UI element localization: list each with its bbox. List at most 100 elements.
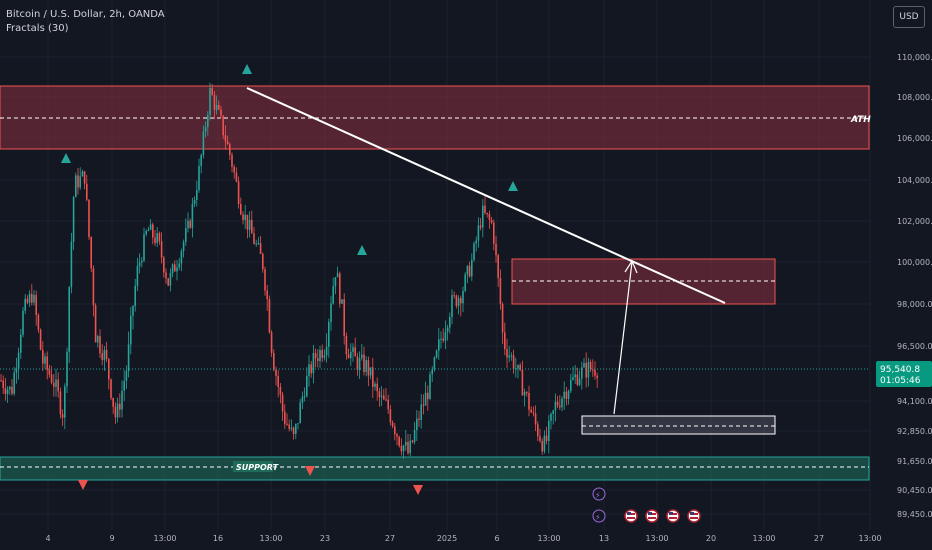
candle-body: [532, 412, 535, 414]
us-flag-icon[interactable]: [687, 509, 701, 523]
candle-body: [567, 391, 570, 399]
candle-body: [394, 426, 396, 435]
currency-button[interactable]: USD: [893, 6, 925, 28]
candle-body: [59, 391, 62, 415]
candle-body: [508, 355, 510, 358]
candle-body: [160, 241, 163, 258]
candle-body: [24, 298, 26, 311]
candle-body: [123, 380, 125, 391]
time-tick-label: 13:00: [752, 534, 775, 543]
candle-body: [565, 391, 568, 399]
current-price-badge[interactable]: [876, 361, 932, 387]
candle-body: [581, 367, 583, 379]
candle-body: [259, 243, 262, 254]
candle-body: [233, 166, 235, 173]
indicator-title[interactable]: Fractals (30): [6, 23, 69, 34]
support-label-bg: [233, 461, 273, 472]
candle-body: [97, 336, 99, 343]
candle-body: [486, 212, 488, 215]
candle-body: [295, 424, 297, 434]
candle-body: [501, 303, 504, 333]
candle-body: [264, 269, 266, 291]
fractal-down-marker: [413, 485, 423, 495]
flash-event-icon[interactable]: [592, 487, 606, 501]
candle-body: [37, 315, 40, 330]
candle-body: [484, 205, 486, 213]
candle-body: [424, 392, 427, 406]
price-scale[interactable]: 110,000.0 108,000.0 106,000.0 104,000.0 102,…: [897, 53, 932, 519]
candle-body: [94, 305, 97, 343]
candle-body: [83, 171, 86, 184]
candle-body: [246, 214, 249, 230]
candle-body: [387, 399, 389, 410]
candle-body: [163, 257, 165, 273]
projection-arrow[interactable]: [613, 261, 633, 415]
candle-body: [451, 295, 453, 317]
current-price-value: 95,540.8: [880, 365, 920, 375]
candle-body: [268, 299, 271, 333]
candle-body: [453, 295, 455, 297]
price-tick-label: 102,000.0: [897, 217, 932, 226]
candle-body: [213, 94, 216, 110]
candle-body: [400, 445, 403, 452]
candle-body: [200, 154, 202, 167]
candle-body: [103, 349, 106, 361]
candle-body: [127, 344, 130, 372]
candle-body: [237, 181, 240, 204]
candle-body: [209, 87, 211, 116]
us-flag-icon[interactable]: [645, 509, 659, 523]
time-tick-label: 13:00: [537, 534, 560, 543]
candle-body: [526, 392, 528, 394]
candle-body: [90, 237, 92, 269]
flash-event-icon[interactable]: [592, 509, 606, 523]
candle-body: [365, 360, 367, 372]
entry-zone[interactable]: [581, 415, 776, 435]
candle-body: [70, 241, 73, 288]
time-tick-label: 27: [385, 534, 395, 543]
candle-body: [420, 404, 422, 420]
candle-body: [20, 334, 22, 353]
candle-body: [402, 445, 405, 452]
candle-body: [48, 369, 51, 375]
candle-body: [383, 395, 385, 400]
chart-legend: Bitcoin / U.S. Dollar, 2h, OANDA Fractal…: [6, 8, 165, 36]
price-tick-label: 96,500.0: [897, 342, 932, 351]
candle-body: [174, 264, 176, 272]
flash-event-glyph: ⚡: [595, 491, 601, 500]
candle-body: [4, 388, 7, 394]
candle-body: [561, 398, 563, 408]
us-flag-icon[interactable]: [624, 509, 638, 523]
time-tick-label: 23: [320, 534, 330, 543]
candle-body: [493, 222, 495, 244]
candle-body: [539, 436, 541, 442]
candle-body: [334, 277, 337, 287]
candle-body: [204, 127, 207, 132]
time-scale[interactable]: 4 9 13:00 16 13:00 23 27 2025 6 13:00 13 13:00 20 13:…: [45, 534, 881, 543]
candle-body: [257, 243, 260, 245]
candle-body: [435, 350, 438, 358]
candle-body: [328, 321, 330, 347]
candle-body: [341, 299, 343, 304]
symbol-title[interactable]: Bitcoin / U.S. Dollar, 2h, OANDA: [6, 9, 165, 20]
candle-body: [75, 175, 77, 198]
candle-body: [510, 355, 513, 357]
support-zone[interactable]: [0, 456, 870, 481]
us-flag-icon[interactable]: [666, 509, 680, 523]
trendline[interactable]: [246, 87, 726, 304]
candle-body: [464, 274, 466, 291]
candle-body: [229, 144, 231, 155]
time-tick-label: 6: [494, 534, 499, 543]
candle-body: [9, 386, 11, 390]
candle-body: [477, 225, 480, 241]
candle-body: [556, 401, 559, 406]
candle-body: [466, 265, 469, 275]
candle-body: [136, 265, 139, 286]
time-tick-label: 9: [109, 534, 114, 543]
candle-body: [345, 336, 348, 355]
price-tick-label: 94,100.0: [897, 397, 932, 406]
candle-body: [185, 228, 187, 242]
candle-body: [475, 240, 477, 244]
price-tick-label: 110,000.0: [897, 53, 932, 62]
time-tick-label: 27: [814, 534, 824, 543]
